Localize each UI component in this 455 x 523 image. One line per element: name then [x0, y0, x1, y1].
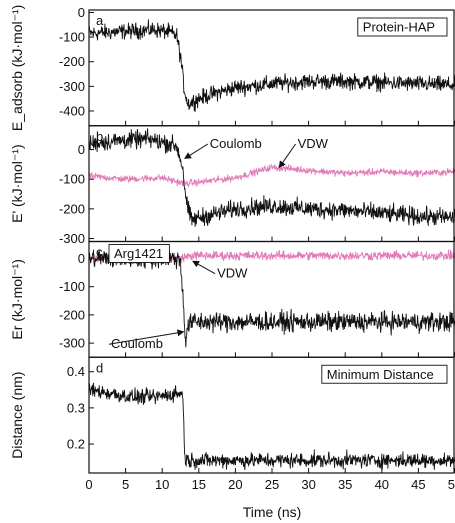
x-axis-label: Time (ns) — [243, 504, 302, 520]
y-tick-label: -100 — [59, 30, 85, 45]
y-tick-label: -200 — [59, 307, 85, 322]
x-tick-label: 30 — [301, 477, 315, 492]
panel-letter: b — [96, 129, 103, 144]
series-black-trace — [89, 19, 455, 112]
y-tick-label: -300 — [59, 336, 85, 351]
y-tick-label: -400 — [59, 103, 85, 118]
y-tick-label: 0.3 — [67, 400, 85, 415]
panel-letter: d — [96, 360, 103, 375]
x-tick-label: 20 — [228, 477, 242, 492]
annotation-arrow — [184, 143, 209, 159]
annotation-arrow — [278, 143, 297, 169]
y-axis-label: Er (kJ·mol⁻¹) — [9, 259, 25, 340]
panel-letter: a — [96, 13, 104, 28]
x-tick-label: 25 — [265, 477, 279, 492]
box-label: Protein-HAP — [363, 20, 435, 35]
series-black-trace — [89, 382, 455, 471]
x-tick-label: 15 — [192, 477, 206, 492]
y-tick-label: 0 — [78, 5, 85, 20]
x-tick-label: 40 — [375, 477, 389, 492]
series-black-trace — [89, 128, 455, 227]
box-label-frame — [321, 364, 448, 384]
annotation-label: Coulomb — [210, 136, 262, 151]
annotation-label: VDW — [298, 136, 329, 151]
y-tick-label: 0.4 — [67, 364, 85, 379]
y-tick-label: 0 — [78, 142, 85, 157]
y-tick-label: -200 — [59, 201, 85, 216]
panel-a: 0 -100 -200 -300 -400 E_adsorb (kJ·mol⁻¹) a Pro… — [9, 5, 455, 131]
y-axis-label: E_adsorb (kJ·mol⁻¹) — [9, 5, 25, 131]
panel-b: 0 -100 -200 -300 E' (kJ·mol⁻¹) b Coulomb VDW — [9, 125, 455, 246]
box-label: Arg1421 — [114, 246, 163, 261]
x-tick-label: 45 — [411, 477, 425, 492]
box-label-frame — [357, 17, 448, 37]
x-tick-label: 0 — [85, 477, 92, 492]
panel-c: 0 -100 -200 -300 Er (kJ·mol⁻¹) c Arg1421 VDW Cou… — [9, 240, 455, 358]
annotation-label: Coulomb — [111, 336, 163, 351]
panel-letter: c — [96, 245, 103, 260]
y-tick-label: -200 — [59, 54, 85, 69]
panel-d: 0.2 0.3 0.4 Distance (nm) d Minimum Distance 0… — [9, 356, 455, 492]
y-tick-label: 0 — [78, 251, 85, 266]
box-label: Minimum Distance — [327, 367, 434, 382]
annotation-label: VDW — [217, 266, 248, 281]
y-axis-label: E' (kJ·mol⁻¹) — [9, 144, 25, 223]
x-tick-label: 35 — [338, 477, 352, 492]
y-tick-label: 0.2 — [67, 437, 85, 452]
x-tick-label: 10 — [155, 477, 169, 492]
panel-frame — [88, 125, 455, 243]
x-tick-label: 50 — [448, 477, 455, 492]
y-tick-label: -100 — [59, 279, 85, 294]
y-tick-label: -300 — [59, 79, 85, 94]
box-label-frame — [108, 244, 170, 263]
y-axis-label: Distance (nm) — [9, 372, 25, 459]
annotation-arrow — [192, 260, 216, 275]
series-pink-trace — [89, 163, 455, 189]
y-tick-label: -100 — [59, 172, 85, 187]
annotation-arrow — [108, 329, 185, 345]
x-tick-label: 5 — [122, 477, 129, 492]
y-tick-label: -300 — [59, 231, 85, 246]
